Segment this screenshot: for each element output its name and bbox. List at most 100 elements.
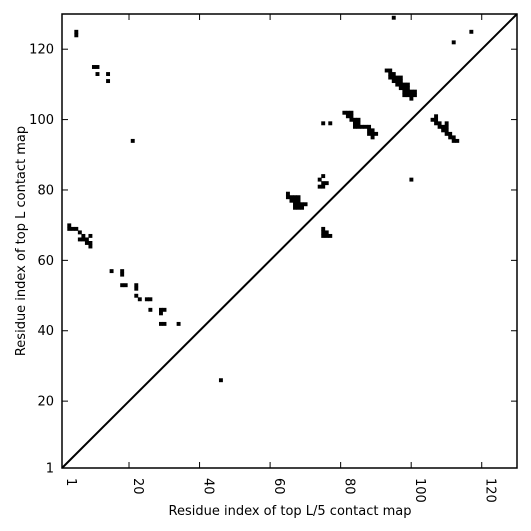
contact-point [441, 128, 446, 133]
y-tick-label: 60 [37, 254, 54, 269]
contact-point [88, 244, 93, 249]
contact-point [367, 128, 372, 133]
contact-point [398, 82, 403, 87]
contact-point [134, 293, 139, 298]
contact-point [388, 75, 393, 80]
contact-point [398, 79, 403, 84]
contact-point [405, 89, 410, 94]
contact-point [370, 131, 375, 136]
contact-point [120, 272, 125, 277]
contact-point [74, 29, 79, 34]
contact-point [321, 226, 326, 231]
contact-point [388, 72, 393, 76]
contact-point [370, 128, 375, 133]
contact-point [398, 75, 403, 80]
contact-point [296, 202, 301, 207]
contact-point [148, 307, 153, 312]
contact-point [162, 321, 167, 326]
contact-point [317, 177, 322, 182]
contact-point [402, 82, 407, 87]
contact-point [148, 297, 153, 302]
contact-point [356, 124, 361, 129]
contact-point [441, 124, 446, 129]
contact-point [81, 237, 86, 242]
contact-point [176, 321, 181, 326]
contact-point [469, 29, 474, 34]
contact-point [159, 307, 163, 312]
contact-point [398, 86, 403, 91]
contact-point [352, 121, 357, 126]
contact-point [448, 131, 453, 136]
contact-point [367, 124, 372, 129]
contact-point [342, 110, 347, 115]
y-tick-label: 80 [37, 183, 54, 198]
contact-point [395, 79, 400, 84]
x-tick-label: 100 [412, 478, 427, 503]
contact-point [324, 233, 329, 238]
contact-point [455, 138, 460, 143]
contact-point [109, 269, 114, 274]
contact-point [405, 82, 410, 87]
contact-point [95, 72, 100, 76]
contact-point [370, 135, 375, 140]
contact-point [356, 121, 361, 126]
contact-point [448, 135, 453, 140]
x-tick-label: 120 [483, 478, 498, 503]
contact-point [84, 237, 89, 242]
contact-point [349, 117, 354, 122]
contact-point [328, 233, 333, 238]
contact-point [120, 269, 125, 274]
contact-point [120, 283, 125, 288]
contact-point [409, 177, 414, 182]
x-tick-label: 60 [271, 478, 286, 495]
contact-point [162, 307, 167, 312]
contact-point [317, 184, 322, 189]
contact-point [67, 226, 72, 231]
contact-point [402, 89, 407, 94]
y-tick-label: 1 [46, 462, 54, 477]
contact-point [451, 135, 456, 140]
contact-point [321, 121, 326, 126]
contact-point [451, 138, 456, 143]
contact-point [349, 110, 354, 115]
contact-point [296, 195, 301, 200]
contact-point [74, 226, 79, 231]
contact-point [296, 205, 301, 210]
contact-point [328, 121, 333, 126]
y-tick-label: 120 [29, 43, 54, 58]
contact-point [81, 233, 86, 238]
contact-point [321, 233, 326, 238]
contact-point [91, 65, 96, 69]
contact-point [67, 223, 72, 228]
contact-point [106, 72, 111, 76]
contact-point [321, 181, 326, 186]
contact-point [430, 117, 435, 122]
contact-point [391, 79, 396, 84]
contact-point [405, 86, 410, 91]
contact-point [70, 226, 75, 231]
contact-point [300, 202, 305, 207]
contact-point [395, 75, 400, 80]
x-tick-label: 40 [201, 478, 216, 495]
contact-point [437, 124, 442, 129]
contact-point [451, 40, 456, 45]
contact-point [391, 75, 396, 80]
contact-point [293, 198, 297, 203]
contact-point [88, 233, 93, 238]
contact-point [144, 297, 149, 302]
contact-point [444, 124, 449, 129]
contact-point [391, 72, 396, 76]
contact-point [321, 230, 326, 235]
contact-point [388, 68, 393, 73]
contact-point [296, 198, 301, 203]
contact-point [134, 283, 139, 288]
contact-point [159, 311, 163, 316]
contact-point [74, 33, 79, 38]
contact-point [391, 15, 396, 20]
contact-point [95, 65, 100, 69]
contact-point [374, 131, 379, 136]
contact-point [352, 117, 357, 122]
contact-point [409, 93, 414, 98]
contact-point [321, 174, 326, 179]
